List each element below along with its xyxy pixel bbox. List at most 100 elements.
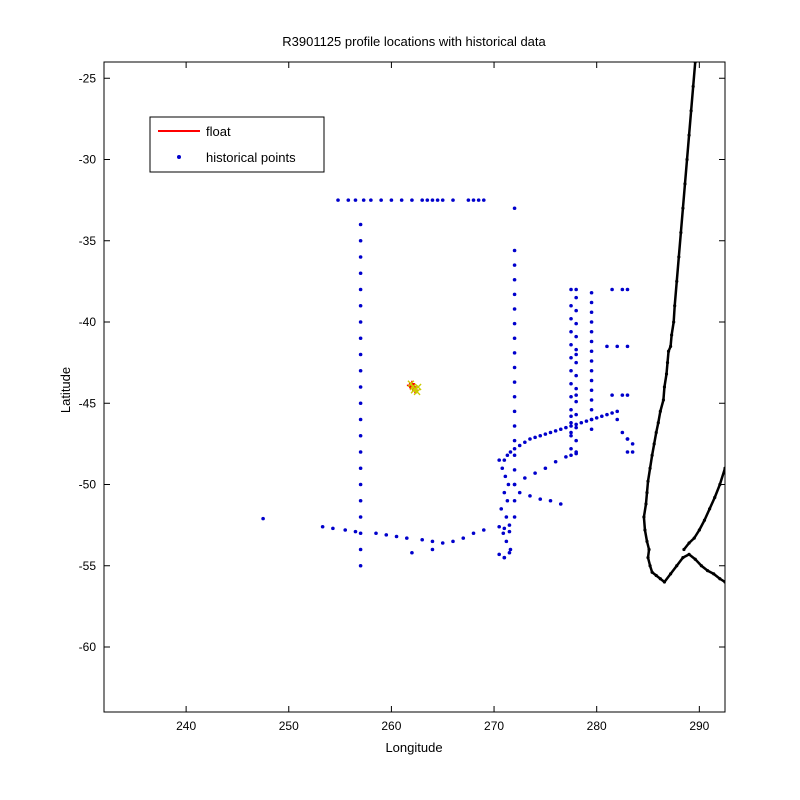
historical-point [574,438,578,443]
historical-point [589,349,594,354]
coast-point [650,453,654,457]
historical-point [543,432,548,436]
historical-point [553,459,558,464]
historical-point [512,206,517,211]
coast-point [656,421,660,425]
historical-point [358,271,363,276]
historical-point [517,443,522,448]
historical-point [512,365,517,370]
historical-point [394,534,399,539]
historical-point [569,407,573,412]
historical-point [361,198,366,202]
historical-point [497,524,501,529]
coast-point [687,552,691,556]
historical-point [625,450,630,454]
legend: float historical points [149,116,325,173]
historical-point [589,368,594,373]
historical-point [512,277,517,282]
historical-point [358,336,363,341]
historical-point [605,412,609,417]
historical-point [420,537,424,542]
historical-point [605,344,609,349]
historical-point [512,394,517,399]
coast-point [658,577,662,581]
coast-point [646,556,650,560]
historical-point [512,380,517,384]
historical-point [379,198,383,202]
historical-point [358,547,363,552]
historical-point [410,198,414,202]
historical-point [425,198,430,202]
plot-frame [103,61,726,713]
historical-point [512,321,517,326]
historical-point [358,385,363,389]
coast-point [682,547,686,552]
legend-float-label: float [206,124,231,139]
historical-point [369,198,373,202]
historical-point [615,417,620,422]
historical-point [625,393,630,397]
historical-point [358,531,363,536]
historical-point [589,398,594,402]
coast-point [666,349,671,353]
historical-point [615,344,620,349]
historical-point [512,482,517,487]
historical-point [512,446,517,451]
coast-point [697,528,701,532]
legend-historical-marker [177,155,181,159]
historical-point [589,378,594,383]
historical-point [589,417,594,422]
x-tick-label: 260 [381,719,401,733]
historical-point [620,393,625,397]
historical-point [358,352,363,357]
historical-point [512,409,517,414]
historical-point [558,427,563,432]
historical-point [435,198,440,202]
historical-point [569,424,573,428]
historical-point [569,430,573,435]
y-tick-label: -35 [79,234,97,248]
historical-point [358,255,363,259]
historical-point [564,425,568,430]
coast-point [712,572,716,576]
y-tick-label: -25 [79,71,97,85]
legend-box [149,116,325,173]
historical-point [502,458,507,462]
historical-point [374,531,378,536]
historical-point [589,427,594,432]
historical-point [553,429,558,433]
float-position-marker [414,383,422,391]
historical-point [610,411,614,415]
coast-point [643,528,647,532]
historical-point [389,198,394,202]
historical-point [358,238,363,243]
historical-point [569,303,573,308]
coast-point [648,564,652,568]
historical-point [508,547,513,552]
coast-point [687,133,691,137]
historical-point [625,344,630,349]
historical-point [610,287,614,292]
historical-point [430,198,435,202]
historical-point [512,424,517,428]
historical-point [504,515,509,519]
historical-point [461,536,466,540]
historical-point [569,420,573,425]
historical-point [346,198,351,202]
coast-point [668,344,673,348]
y-tick-label: -55 [79,559,97,573]
historical-point [564,455,568,459]
historical-point [336,198,340,202]
historical-point [528,437,532,441]
x-tick-label: 280 [587,719,607,733]
historical-point [579,420,584,425]
historical-point [358,417,363,422]
coast-point [692,536,696,540]
historical-point [507,523,512,527]
historical-point [502,490,507,495]
historical-point [261,516,265,521]
historical-point [589,300,594,305]
historical-point [589,310,594,315]
coast-point [683,182,687,186]
historical-point [574,399,578,404]
